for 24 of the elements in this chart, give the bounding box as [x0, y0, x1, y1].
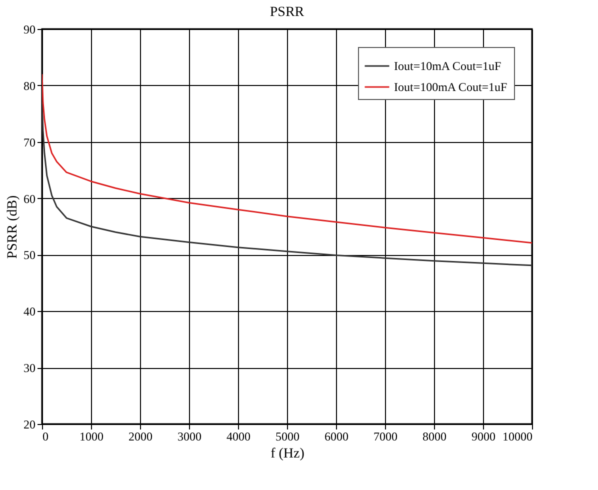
legend-label: Iout=100mA Cout=1uF: [394, 80, 508, 94]
y-axis-title: PSRR (dB): [6, 194, 20, 259]
x-tick-label: 10000: [502, 430, 532, 444]
y-tick-label: 80: [24, 78, 36, 93]
y-tick-label: 70: [24, 135, 36, 150]
y-tick-label: 90: [24, 22, 36, 36]
x-axis-title: f (Hz): [270, 446, 305, 462]
y-tick-label: 20: [24, 418, 36, 432]
x-tick-label: 3000: [178, 430, 202, 444]
x-tick-label: 1000: [80, 430, 104, 444]
chart-title: PSRR: [270, 5, 305, 20]
x-tick-label: 6000: [324, 430, 348, 444]
x-tick-label: 7000: [374, 430, 398, 444]
x-tick-label: 5000: [276, 430, 300, 444]
legend-label: Iout=10mA Cout=1uF: [394, 59, 502, 73]
y-tick-label: 30: [24, 361, 36, 376]
x-tick-label: 0: [42, 430, 48, 444]
x-tick-label: 9000: [472, 430, 496, 444]
x-tick-label: 2000: [128, 430, 152, 444]
y-tick-label: 50: [24, 248, 36, 262]
y-tick-label: 60: [24, 192, 36, 206]
x-tick-label: 8000: [422, 430, 446, 444]
x-tick-label: 4000: [226, 430, 250, 444]
y-tick-label: 40: [24, 304, 36, 319]
